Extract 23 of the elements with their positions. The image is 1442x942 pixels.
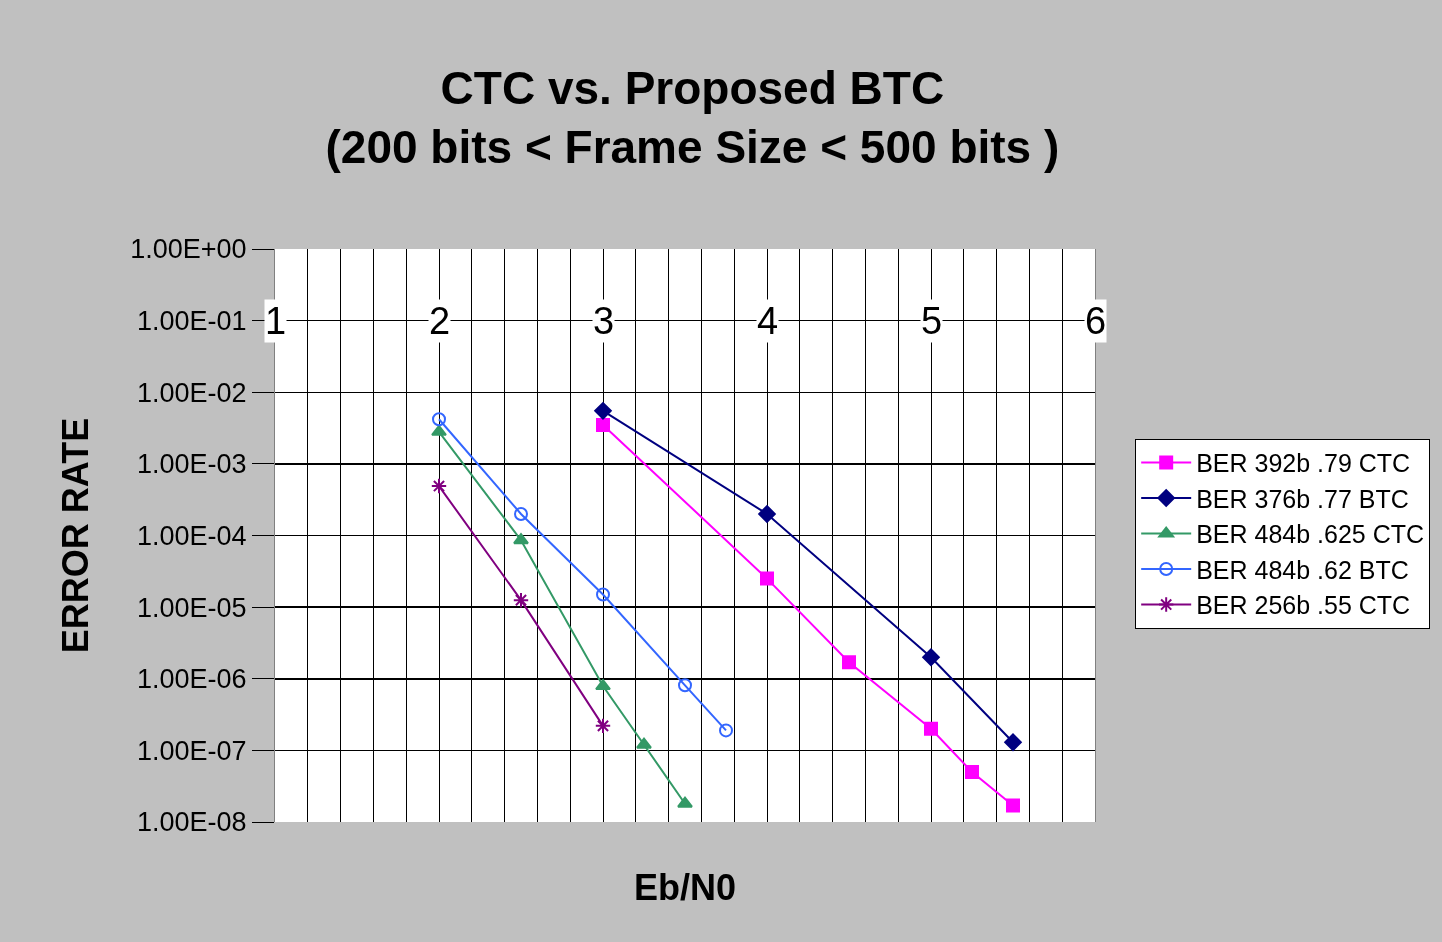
x-axis-title: Eb/N0 xyxy=(634,867,737,908)
legend-label: BER 376b .77 BTC xyxy=(1196,484,1409,513)
y-tick-label: 1.00E-03 xyxy=(137,449,247,480)
x-tick-label: 4 xyxy=(757,300,779,342)
x-tick-label: 1 xyxy=(265,300,287,342)
y-tick-label: 1.00E-07 xyxy=(137,735,247,766)
x-tick-label: 2 xyxy=(429,300,451,342)
chart-title: CTC vs. Proposed BTC (200 bits < Frame Size < 500 bits ) xyxy=(325,61,1060,174)
y-tick-label: 1.00E-02 xyxy=(137,377,247,408)
y-tick-label: 1.00E-06 xyxy=(137,664,247,695)
y-tick-label: 1.00E-01 xyxy=(137,306,247,337)
x-tick-label: 5 xyxy=(921,300,943,342)
y-tick-label: 1.00E-08 xyxy=(137,807,247,838)
legend-label: BER 392b .79 CTC xyxy=(1196,449,1411,478)
legend-label: BER 484b .625 CTC xyxy=(1196,520,1425,549)
x-tick-label: 3 xyxy=(593,300,615,342)
x-tick-label: 6 xyxy=(1085,300,1107,342)
y-tick-label: 1.00E+00 xyxy=(130,234,247,265)
y-tick-label: 1.00E-04 xyxy=(137,520,247,551)
y-axis-title: ERROR RATE xyxy=(55,417,97,654)
legend-label: BER 484b .62 BTC xyxy=(1196,555,1409,584)
y-tick-label: 1.00E-05 xyxy=(137,592,247,623)
legend-label: BER 256b .55 CTC xyxy=(1196,591,1411,620)
